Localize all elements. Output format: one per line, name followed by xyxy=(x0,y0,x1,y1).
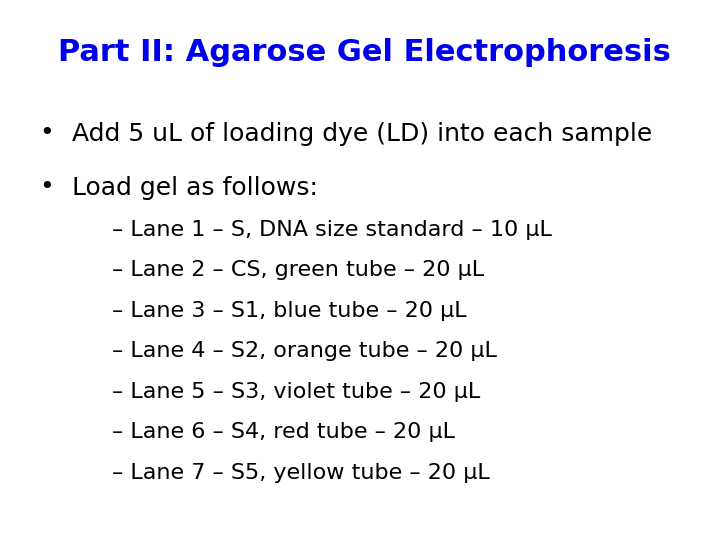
Text: Part II: Agarose Gel Electrophoresis: Part II: Agarose Gel Electrophoresis xyxy=(58,38,670,67)
Text: – Lane 5 – S3, violet tube – 20 μL: – Lane 5 – S3, violet tube – 20 μL xyxy=(112,382,480,402)
Text: – Lane 7 – S5, yellow tube – 20 μL: – Lane 7 – S5, yellow tube – 20 μL xyxy=(112,463,490,483)
Text: – Lane 6 – S4, red tube – 20 μL: – Lane 6 – S4, red tube – 20 μL xyxy=(112,422,454,442)
Text: •: • xyxy=(40,122,54,145)
Text: – Lane 3 – S1, blue tube – 20 μL: – Lane 3 – S1, blue tube – 20 μL xyxy=(112,301,467,321)
Text: – Lane 1 – S, DNA size standard – 10 μL: – Lane 1 – S, DNA size standard – 10 μL xyxy=(112,220,552,240)
Text: •: • xyxy=(40,176,54,199)
Text: Add 5 uL of loading dye (LD) into each sample: Add 5 uL of loading dye (LD) into each s… xyxy=(72,122,652,145)
Text: Load gel as follows:: Load gel as follows: xyxy=(72,176,318,199)
Text: – Lane 2 – CS, green tube – 20 μL: – Lane 2 – CS, green tube – 20 μL xyxy=(112,260,484,280)
Text: – Lane 4 – S2, orange tube – 20 μL: – Lane 4 – S2, orange tube – 20 μL xyxy=(112,341,497,361)
